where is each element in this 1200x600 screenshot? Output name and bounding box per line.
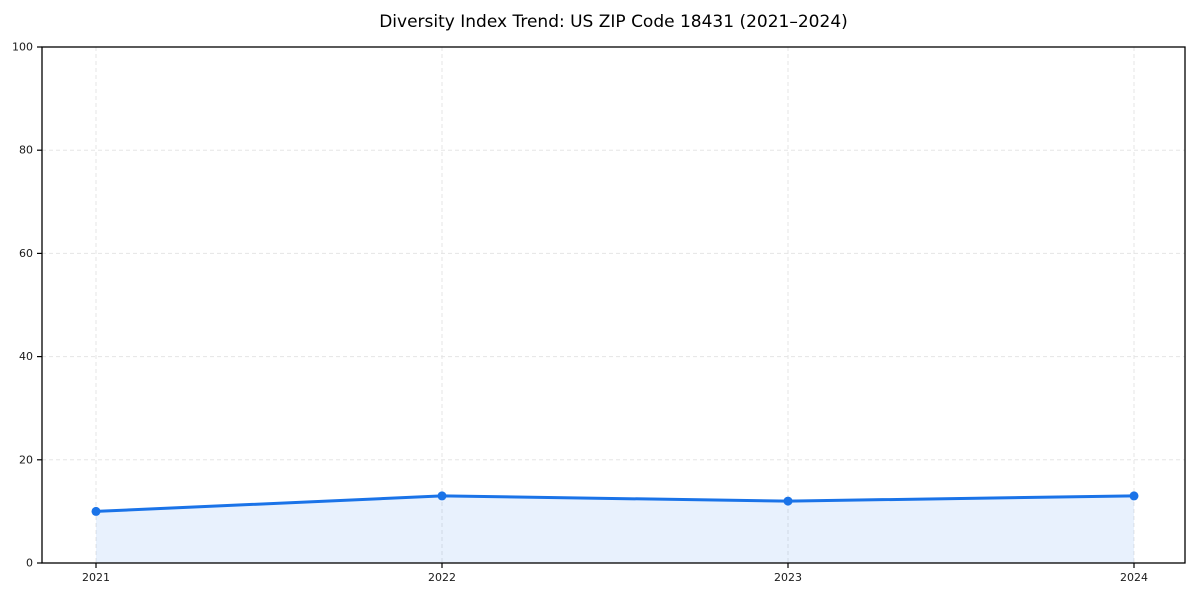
area-fill [96,495,1134,563]
x-axis-tick-label: 2024 [1120,571,1148,584]
y-axis-tick-label: 0 [26,557,33,570]
y-axis-tick-label: 60 [19,247,33,260]
y-axis-tick-label: 100 [12,41,33,54]
chart-title: Diversity Index Trend: US ZIP Code 18431… [379,12,848,32]
data-point-2023 [783,496,793,506]
y-axis-tick-label: 20 [19,453,33,466]
x-axis-tick-label: 2023 [774,571,802,584]
data-point-2024 [1129,491,1139,501]
data-point-2022 [437,491,447,501]
x-axis-tick-label: 2022 [428,571,456,584]
trend-line [94,494,1136,513]
x-axis-tick-label: 2021 [82,571,110,584]
plot-border [41,46,1186,564]
y-axis-tick-label: 80 [19,144,33,157]
data-point-2021 [91,506,101,516]
y-axis-tick-label: 40 [19,350,33,363]
